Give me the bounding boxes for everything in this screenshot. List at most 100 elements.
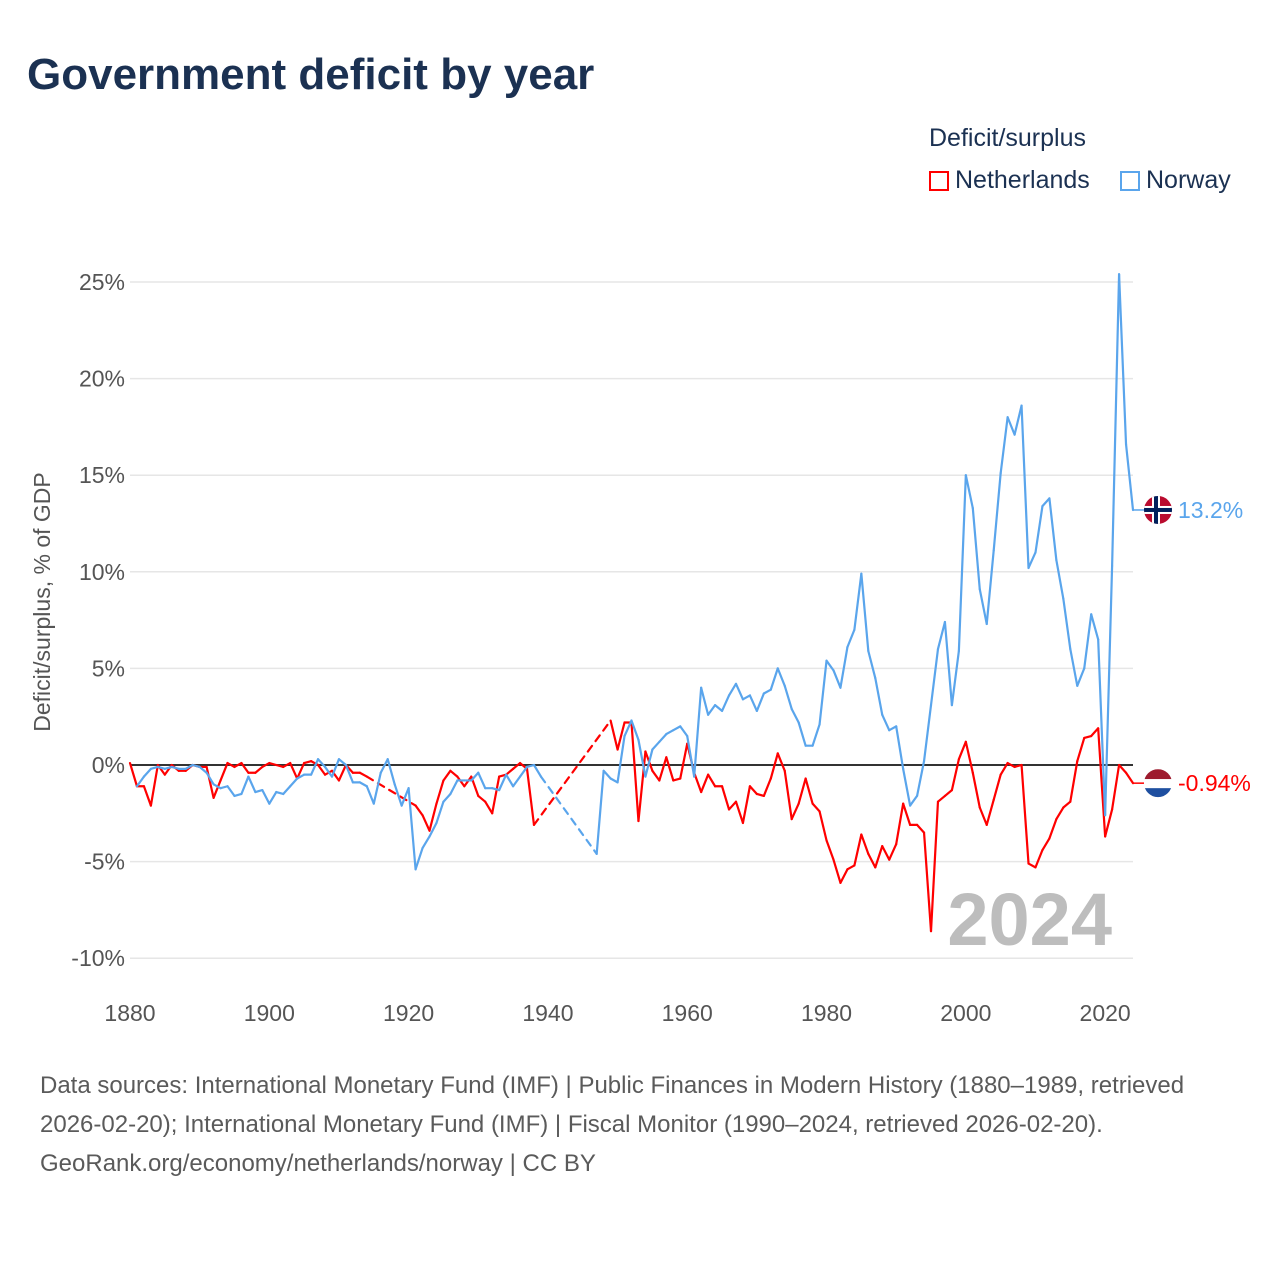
y-tick-label: 20% (79, 366, 125, 392)
line-segment (978, 588, 988, 626)
page-title: Government deficit by year (27, 50, 595, 99)
line-segment (881, 713, 891, 732)
line-segment (1034, 505, 1044, 554)
x-tick-label: 1980 (801, 1000, 852, 1026)
line-segment (275, 790, 285, 796)
line-segment (915, 823, 926, 834)
line-segment (344, 763, 354, 784)
line-segment (874, 676, 884, 716)
line-segment (1027, 551, 1037, 570)
line-segment (762, 688, 772, 695)
line-segment (895, 802, 905, 846)
line-segment (811, 802, 821, 813)
line-segment (985, 549, 995, 626)
line-segment (602, 769, 612, 780)
line-segment (1048, 817, 1058, 840)
line-segment (358, 781, 368, 788)
line-segment (1027, 862, 1037, 869)
line-segment (484, 800, 494, 815)
line-segment-interpolated (539, 775, 598, 855)
legend-item-netherlands[interactable]: Netherlands (929, 166, 1090, 195)
line-segment (936, 794, 947, 803)
line-segment-interpolated (365, 775, 417, 807)
line-segment (895, 725, 905, 770)
line-segment (741, 785, 752, 825)
line-segment (240, 761, 250, 774)
line-segment (950, 758, 960, 792)
norway-flag-icon (1144, 495, 1172, 524)
line-segment (261, 761, 271, 769)
legend-label: Norway (1146, 166, 1231, 194)
line-segment (943, 789, 954, 798)
y-tick-label: 25% (79, 269, 125, 295)
line-segment (922, 704, 933, 763)
line-segment (435, 779, 445, 805)
line-segment (1111, 763, 1121, 811)
line-segment (1083, 613, 1093, 670)
line-segment (414, 804, 424, 817)
line-segment (790, 802, 800, 821)
line-segment (992, 773, 1002, 801)
line-segment (421, 835, 431, 850)
line-segment (275, 763, 285, 769)
line-segment (191, 763, 201, 769)
line-segment (811, 723, 821, 747)
line-segment (839, 646, 849, 689)
legend-item-norway[interactable]: Norway (1120, 166, 1231, 195)
line-segment (1097, 727, 1107, 838)
line-segment (957, 474, 967, 653)
line-segment (853, 572, 863, 631)
line-segment (888, 725, 898, 732)
line-segment (442, 792, 452, 803)
line-segment (616, 721, 626, 751)
line-segment (832, 858, 842, 884)
line-segment (734, 800, 745, 825)
series-norway (135, 273, 1135, 871)
line-segment (247, 775, 257, 794)
line-segment (630, 721, 640, 823)
legend-label: Netherlands (955, 166, 1090, 194)
line-segment (707, 704, 717, 716)
line-segment (289, 761, 299, 780)
x-tick-label: 1880 (104, 1000, 155, 1026)
line-segment (219, 785, 229, 790)
line-segment (783, 684, 793, 711)
line-segment (1020, 404, 1030, 570)
line-segment (839, 868, 849, 884)
line-segment (316, 763, 327, 776)
line-segment (525, 767, 536, 826)
line-segment (964, 740, 974, 774)
line-segment (205, 771, 215, 786)
line-segment (1013, 404, 1023, 436)
line-segment (881, 845, 891, 861)
line-segment (254, 765, 264, 774)
line-segment (999, 416, 1009, 475)
year-watermark: 2024 (947, 878, 1112, 961)
line-segment (1006, 416, 1016, 436)
line-segment (505, 773, 515, 788)
line-segment (1055, 559, 1065, 600)
line-segment (491, 775, 501, 815)
line-segment (518, 765, 529, 778)
x-tick-label: 1960 (662, 1000, 713, 1026)
line-segment (748, 694, 758, 713)
line-segment (846, 864, 856, 871)
flag-body (1144, 769, 1172, 798)
line-segment (442, 769, 452, 782)
line-segment (1006, 761, 1016, 769)
line-segment (212, 779, 222, 799)
credit-link[interactable]: GeoRank.org/economy/netherlands/norway |… (40, 1150, 596, 1177)
line-segment (511, 761, 522, 770)
line-segment (505, 767, 515, 776)
line-segment (1062, 800, 1072, 809)
line-segment (337, 758, 348, 767)
line-segment (205, 765, 215, 799)
line-segment (957, 740, 967, 761)
line-segment (309, 758, 320, 776)
line-segment (623, 719, 633, 738)
x-tick-label: 1900 (244, 1000, 295, 1026)
line-segment (1090, 727, 1100, 738)
line-segment (428, 802, 438, 832)
line-segment (964, 474, 974, 510)
line-segment (149, 765, 159, 770)
